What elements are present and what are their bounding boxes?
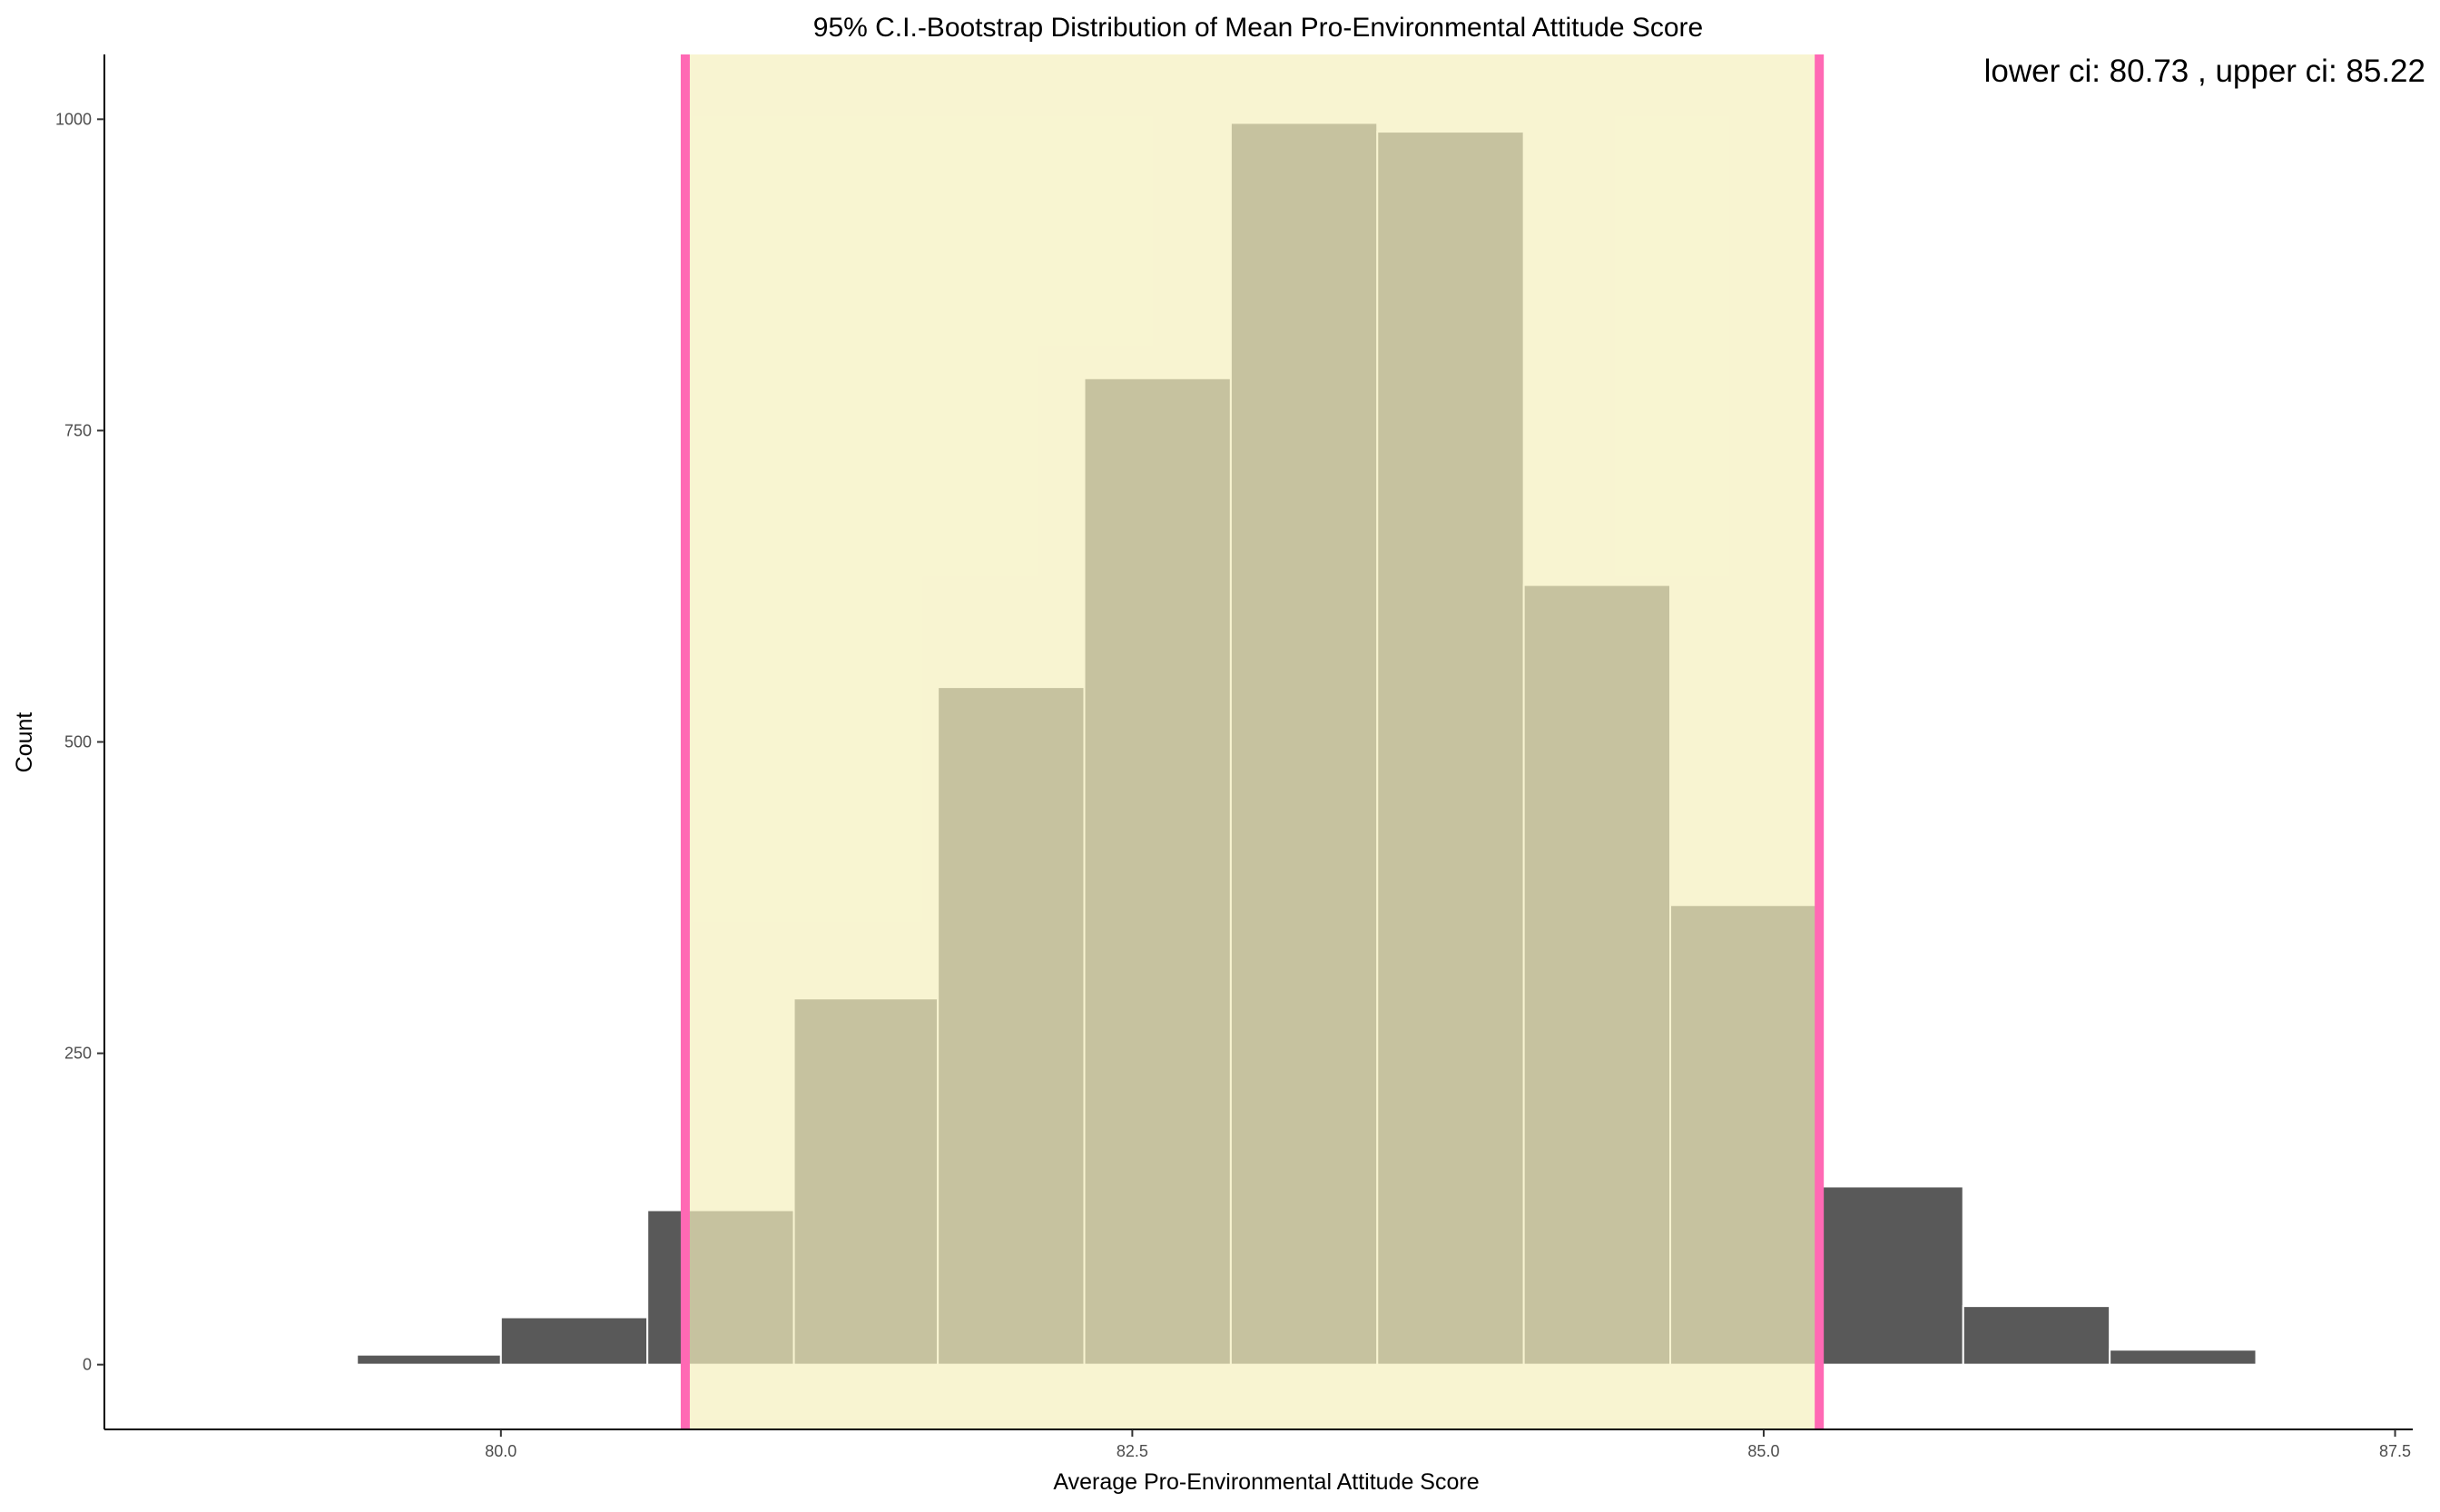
histogram-bar [209,1362,359,1366]
y-tick-label: 0 [83,1356,92,1374]
histogram-bar [356,1353,502,1366]
x-axis-title: Average Pro-Environmental Attitude Score [1053,1469,1479,1495]
axes-layer: 0 250 500 750 1000 80.0 82.5 85.0 87.5 [55,54,2413,1460]
histogram-bar [2255,1362,2402,1366]
ci-annotation: lower ci: 80.73 , upper ci: 85.22 [1984,54,2425,89]
y-tick-label: 500 [64,733,92,751]
x-tick-label: 85.0 [1747,1442,1779,1460]
ci-lines-layer [680,54,1825,1429]
histogram-bar [1815,1185,1964,1366]
y-axis-title: Count [12,712,37,773]
y-tick-label: 250 [64,1045,92,1063]
y-tick-label: 1000 [55,110,92,128]
ci-shaded-band [684,54,1820,1429]
histogram-bar [2109,1349,2258,1366]
chart-title: 95% C.I.-Bootstrap Distribution of Mean … [813,13,1703,43]
x-tick-label: 80.0 [485,1442,517,1460]
x-tick-label: 87.5 [2379,1442,2411,1460]
x-tick-label: 82.5 [1117,1442,1148,1460]
histogram-bar [499,1316,649,1366]
y-tick-label: 750 [64,421,92,439]
histogram-bar [1962,1305,2111,1366]
ci-band-layer [684,54,1820,1429]
